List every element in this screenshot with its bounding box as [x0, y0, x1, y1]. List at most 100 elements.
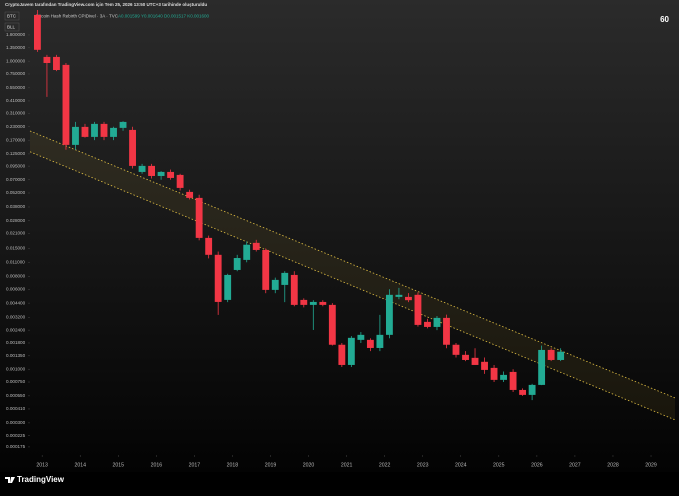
- candle-body: [471, 357, 479, 365]
- candle-body: [72, 126, 79, 145]
- candle-body: [443, 317, 450, 345]
- candle-body: [157, 171, 165, 176]
- candle-body: [528, 384, 536, 395]
- y-tick-label: 0.170000: [6, 137, 26, 142]
- symbol-box[interactable]: [4, 11, 20, 21]
- candle-body: [395, 294, 403, 297]
- candle-body: [214, 254, 222, 302]
- symbol2[interactable]: BLL: [7, 25, 16, 30]
- y-tick-label: 0.002400: [6, 327, 26, 332]
- y-tick-label: 0.750000: [6, 71, 26, 76]
- candle-body: [186, 191, 194, 198]
- x-tick-label: 2028: [607, 462, 619, 468]
- candle-body: [547, 349, 555, 360]
- candle-body: [424, 321, 431, 327]
- candle-body: [405, 296, 412, 301]
- candle-body: [53, 56, 60, 71]
- y-tick-label: 0.410000: [6, 98, 26, 103]
- candle-body: [309, 301, 317, 305]
- x-tick-label: 2026: [531, 462, 543, 468]
- candle-body: [452, 344, 460, 355]
- y-tick-label: 0.001800: [6, 340, 26, 345]
- x-tick-label: 2020: [303, 462, 315, 468]
- candle-body: [110, 127, 117, 137]
- candle-body: [129, 129, 136, 166]
- y-tick-label: 1.800000: [6, 32, 26, 37]
- candle-body: [281, 272, 289, 285]
- candle-body: [119, 121, 127, 128]
- candle-body: [357, 334, 365, 340]
- y-tick-label: 0.008000: [6, 274, 26, 279]
- x-tick-label: 2018: [227, 462, 239, 468]
- y-tick-label: 0.006000: [6, 287, 26, 292]
- candle-body: [328, 304, 336, 345]
- ohlc: A0.001599 Y0.001640 D0.001517 K0.001600: [118, 14, 209, 19]
- x-tick-label: 2027: [569, 462, 581, 468]
- candle-body: [538, 349, 546, 385]
- candle-body: [433, 317, 441, 327]
- candle-body: [490, 367, 498, 380]
- candle-body: [557, 351, 565, 360]
- channel-band: [30, 130, 675, 420]
- candle-body: [319, 301, 327, 305]
- candle-body: [500, 374, 507, 380]
- candle-body: [290, 274, 298, 305]
- candle-body: [347, 337, 355, 365]
- candle-body: [366, 339, 374, 348]
- y-tick-label: 0.004400: [6, 300, 26, 305]
- x-tick-label: 2013: [36, 462, 48, 468]
- x-tick-label: 2023: [417, 462, 429, 468]
- y-tick-label: 0.095000: [6, 163, 26, 168]
- candle-body: [243, 244, 251, 260]
- candle-body: [148, 165, 156, 176]
- symbol-box[interactable]: [4, 22, 20, 32]
- candle-body: [224, 274, 232, 300]
- y-tick-label: 0.070000: [6, 177, 26, 182]
- brand-logo: TradingView: [5, 475, 65, 484]
- candle-body: [43, 56, 51, 63]
- chart-background: [0, 0, 679, 472]
- candle-body: [509, 371, 517, 390]
- candle-body: [176, 174, 184, 188]
- candle-body: [167, 171, 175, 178]
- candle-body: [376, 334, 384, 348]
- x-tick-label: 2021: [341, 462, 353, 468]
- candle-body: [252, 242, 260, 250]
- candle-body: [481, 361, 488, 370]
- channel-line: [29, 151, 676, 421]
- candle-body: [462, 354, 469, 360]
- candle-body: [414, 294, 422, 325]
- x-tick-label: 2019: [265, 462, 277, 468]
- y-tick-label: 0.015000: [6, 246, 26, 251]
- candle-body: [271, 279, 279, 290]
- y-tick-label: 0.021000: [6, 231, 26, 236]
- y-tick-label: 0.028000: [6, 218, 26, 223]
- candle-body: [338, 344, 346, 365]
- candle-body: [262, 249, 270, 290]
- logo-icon: [5, 477, 15, 483]
- y-tick-label: 0.310000: [6, 111, 26, 116]
- candle-body: [81, 126, 89, 137]
- brand: TradingView: [17, 475, 65, 484]
- y-tick-label: 0.000300: [6, 420, 26, 425]
- countdown: 60: [660, 15, 669, 24]
- x-tick-label: 2022: [379, 462, 391, 468]
- y-tick-label: 0.000750: [6, 379, 26, 384]
- y-tick-label: 1.350000: [6, 45, 26, 50]
- y-tick-label: 0.038000: [6, 204, 26, 209]
- symbol[interactable]: BTC: [7, 14, 17, 19]
- x-tick-label: 2029: [645, 462, 657, 468]
- candle-body: [233, 258, 241, 270]
- y-tick-label: 0.000175: [6, 444, 26, 449]
- x-tick-label: 2014: [74, 462, 86, 468]
- y-tick-label: 0.001350: [6, 353, 26, 358]
- credit: CryptoJavem tarafından TradingView.com i…: [5, 2, 207, 7]
- x-tick-label: 2025: [493, 462, 505, 468]
- y-tick-label: 0.230000: [6, 124, 26, 129]
- candle-body: [300, 299, 308, 305]
- candle-body: [205, 237, 213, 255]
- candle-body: [195, 197, 203, 238]
- channel-line: [29, 130, 676, 399]
- candle-body: [33, 14, 41, 50]
